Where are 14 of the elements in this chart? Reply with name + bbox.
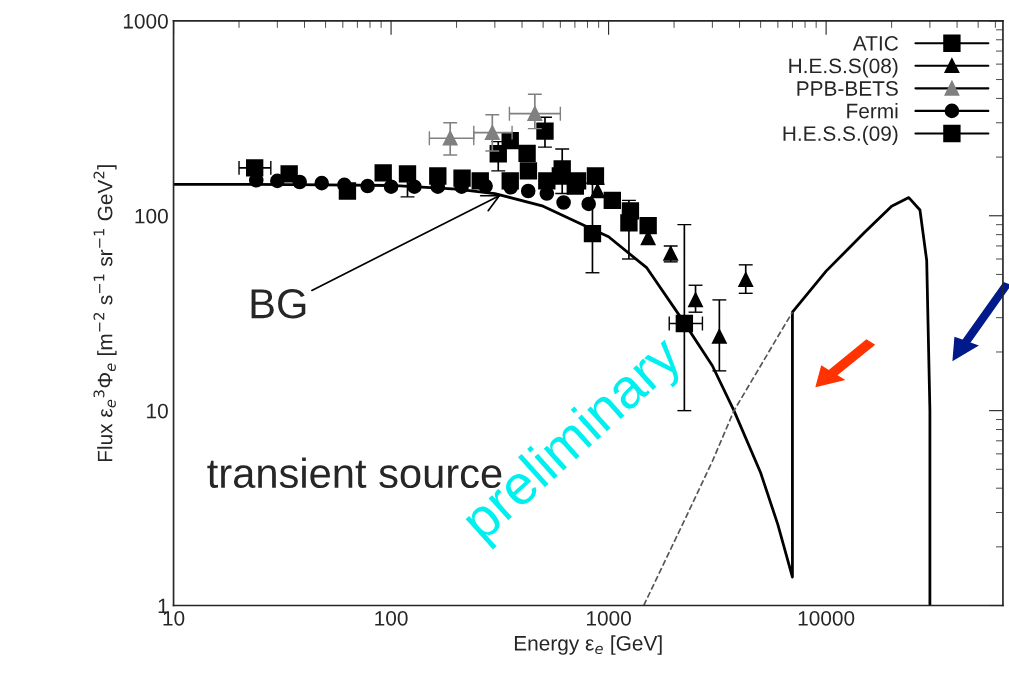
legend-label: H.E.S.S.(09) xyxy=(783,125,898,146)
y-tick-label: 100 xyxy=(135,208,168,224)
legend-label: ATIC xyxy=(852,36,898,51)
x-tick-label: 10000 xyxy=(798,610,855,626)
x-axis-title: Energy ε$_{e}$ [GeV] xyxy=(514,635,662,655)
y-tick-label: 10 xyxy=(147,403,168,419)
legend-label: H.E.S.S(08) xyxy=(789,58,898,78)
x-tick-label: 100 xyxy=(375,610,408,626)
y-tick-label: 1000 xyxy=(123,13,168,29)
annotation: BG xyxy=(251,289,306,319)
text: Flux ε$_{e}$$^{3}$Φ$_{e}$ [m$^{−2}$ s$^{−1}$ sr$^{−1}$ GeV$^{2}$] xyxy=(93,165,117,462)
legend-label: Fermi xyxy=(847,103,898,119)
x-tick-label: 1000 xyxy=(587,610,631,626)
legend-label: PPB-BETS xyxy=(797,81,898,96)
